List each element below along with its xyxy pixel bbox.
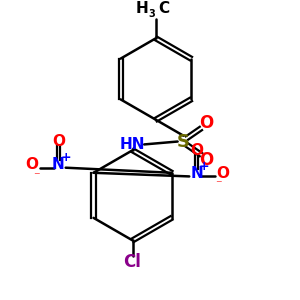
Text: ⁻: ⁻: [33, 170, 40, 183]
Text: H: H: [136, 2, 148, 16]
Text: N: N: [52, 157, 65, 172]
Text: HN: HN: [120, 137, 145, 152]
Text: O: O: [200, 114, 214, 132]
Text: Cl: Cl: [124, 253, 142, 271]
Text: N: N: [190, 166, 203, 181]
Text: O: O: [52, 134, 65, 149]
Text: C: C: [159, 2, 170, 16]
Text: +: +: [199, 160, 209, 173]
Text: O: O: [26, 157, 39, 172]
Text: O: O: [200, 152, 214, 169]
Text: ⁻: ⁻: [215, 178, 222, 192]
Text: +: +: [60, 151, 71, 164]
Text: S: S: [177, 133, 190, 151]
Text: O: O: [190, 143, 203, 158]
Text: O: O: [216, 166, 229, 181]
Text: 3: 3: [148, 8, 155, 19]
